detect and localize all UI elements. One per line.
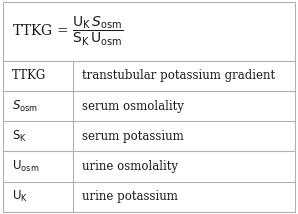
Text: $\mathrm{U}_{\mathrm{osm}}$: $\mathrm{U}_{\mathrm{osm}}$ xyxy=(12,159,39,174)
Text: TTKG = $\dfrac{\mathrm{U_K}\,\mathit{S}_{\mathrm{osm}}}{\mathrm{S_K}\,\mathrm{U}: TTKG = $\dfrac{\mathrm{U_K}\,\mathit{S}_… xyxy=(12,15,123,48)
Text: serum osmolality: serum osmolality xyxy=(82,100,184,113)
Text: $\mathrm{U_K}$: $\mathrm{U_K}$ xyxy=(12,189,28,204)
Text: TTKG: TTKG xyxy=(12,70,46,82)
Text: urine potassium: urine potassium xyxy=(82,190,178,203)
Text: urine osmolality: urine osmolality xyxy=(82,160,178,173)
Text: $\mathrm{S_K}$: $\mathrm{S_K}$ xyxy=(12,129,27,144)
Text: serum potassium: serum potassium xyxy=(82,130,184,143)
Text: $\mathit{S}_{\mathrm{osm}}$: $\mathit{S}_{\mathrm{osm}}$ xyxy=(12,99,38,114)
Text: transtubular potassium gradient: transtubular potassium gradient xyxy=(82,70,275,82)
